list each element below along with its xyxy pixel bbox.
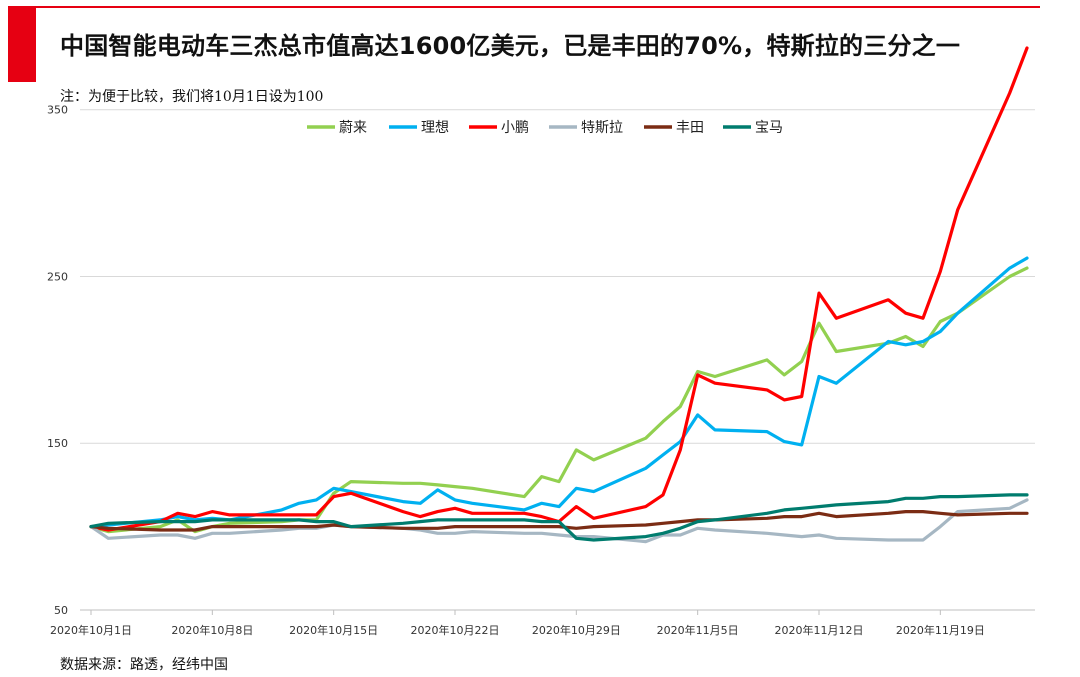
legend-label: 丰田 xyxy=(676,120,704,136)
x-tick-label: 2020年10月22日 xyxy=(411,623,500,637)
legend-label: 小鹏 xyxy=(501,120,529,136)
y-tick-label: 250 xyxy=(47,270,68,283)
legend-label: 理想 xyxy=(421,120,449,136)
x-tick-label: 2020年11月12日 xyxy=(775,623,864,637)
series-line-宝马 xyxy=(89,493,1029,542)
legend-label: 蔚来 xyxy=(339,120,367,136)
chart-note: 注：为便于比较，我们将10月1日设为100 xyxy=(60,89,324,105)
chart-title: 中国智能电动车三杰总市值高达1600亿美元，已是丰田的70%，特斯拉的三分之一 xyxy=(60,32,961,60)
legend-label: 宝马 xyxy=(755,120,783,136)
series-line-理想 xyxy=(89,256,1029,529)
series-line-小鹏 xyxy=(89,46,1029,532)
y-tick-label: 350 xyxy=(47,104,68,117)
y-tick-label: 50 xyxy=(54,604,68,617)
series-line-蔚来 xyxy=(89,266,1029,534)
data-source: 数据来源：路透，经纬中国 xyxy=(60,657,228,673)
x-tick-label: 2020年10月1日 xyxy=(50,623,132,637)
series-line-丰田 xyxy=(89,510,1029,532)
series-line-特斯拉 xyxy=(89,498,1029,544)
x-tick-label: 2020年11月5日 xyxy=(657,623,739,637)
x-tick-label: 2020年10月8日 xyxy=(171,623,253,637)
title-underline xyxy=(36,6,1040,8)
legend-label: 特斯拉 xyxy=(581,120,623,136)
x-tick-label: 2020年10月15日 xyxy=(289,623,378,637)
x-tick-label: 2020年10月29日 xyxy=(532,623,621,637)
title-accent-bar xyxy=(8,6,36,82)
x-tick-label: 2020年11月19日 xyxy=(896,623,985,637)
y-tick-label: 150 xyxy=(47,437,68,450)
